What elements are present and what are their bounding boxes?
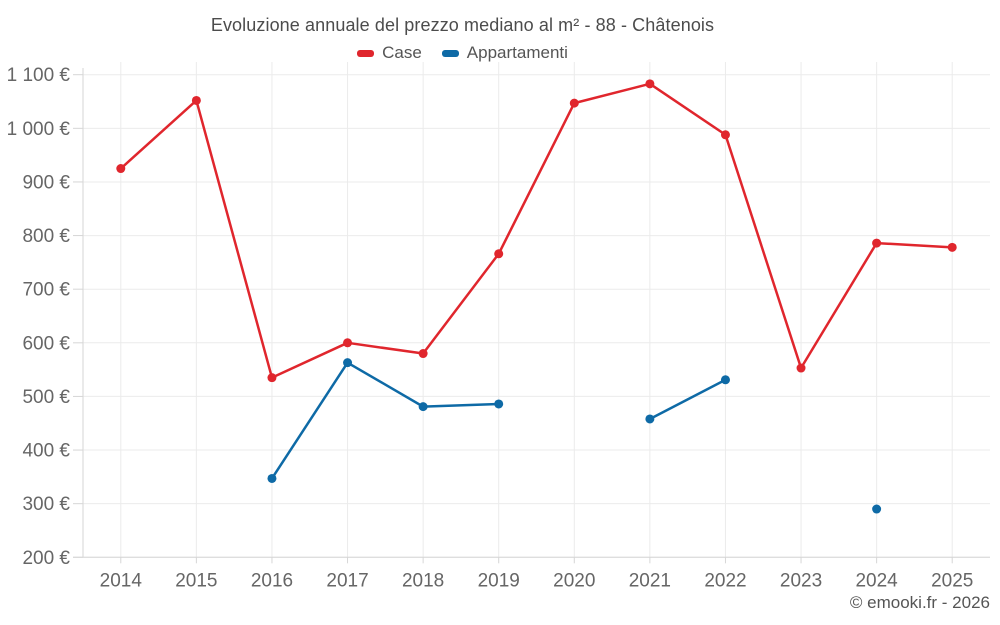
legend-item-appartamenti[interactable]: Appartamenti — [441, 43, 568, 63]
x-tick-label: 2019 — [478, 570, 520, 591]
data-point-case-2018[interactable] — [418, 349, 428, 359]
y-tick-label: 400 € — [22, 441, 70, 462]
data-point-appartamenti-2021[interactable] — [645, 414, 655, 424]
x-tick-label: 2021 — [629, 570, 671, 591]
data-point-case-2025[interactable] — [947, 242, 957, 252]
y-tick-label: 700 € — [22, 280, 70, 301]
data-point-case-2017[interactable] — [343, 338, 353, 348]
data-point-appartamenti-2024[interactable] — [872, 504, 882, 514]
legend-label-case: Case — [382, 43, 422, 62]
series-line-appartamenti — [648, 378, 727, 421]
legend-marker-appartamenti-icon — [441, 49, 459, 57]
x-tick-label: 2025 — [931, 570, 973, 591]
data-point-case-2015[interactable] — [191, 95, 201, 105]
copyright-credit: © emooki.fr - 2026 — [849, 593, 990, 612]
data-point-appartamenti-2022[interactable] — [720, 375, 730, 385]
x-tick-label: 2017 — [326, 570, 368, 591]
legend-marker-case-icon — [357, 49, 375, 57]
series-line-case — [119, 82, 954, 379]
data-point-case-2014[interactable] — [116, 164, 126, 174]
chart-legend: Case Appartamenti — [0, 43, 925, 63]
data-point-case-2021[interactable] — [645, 79, 655, 89]
data-point-appartamenti-2019[interactable] — [494, 399, 504, 409]
data-point-case-2023[interactable] — [796, 363, 806, 373]
y-tick-label: 900 € — [22, 172, 70, 193]
data-point-case-2020[interactable] — [569, 98, 579, 108]
y-tick-label: 1 100 € — [7, 65, 71, 86]
x-tick-label: 2020 — [553, 570, 595, 591]
x-tick-label: 2024 — [855, 570, 898, 591]
data-point-case-2024[interactable] — [872, 238, 882, 248]
data-point-appartamenti-2018[interactable] — [418, 402, 428, 412]
y-tick-label: 300 € — [22, 494, 70, 515]
data-point-appartamenti-2017[interactable] — [343, 358, 353, 368]
x-tick-label: 2016 — [251, 570, 293, 591]
y-tick-label: 600 € — [22, 333, 70, 354]
x-tick-label: 2015 — [175, 570, 217, 591]
y-tick-label: 500 € — [22, 387, 70, 408]
y-tick-label: 200 € — [22, 548, 70, 569]
x-tick-label: 2018 — [402, 570, 444, 591]
data-point-appartamenti-2016[interactable] — [267, 473, 277, 483]
x-tick-label: 2023 — [780, 570, 822, 591]
data-point-case-2022[interactable] — [720, 130, 730, 140]
data-point-case-2016[interactable] — [267, 373, 277, 383]
y-tick-label: 1 000 € — [7, 119, 71, 140]
data-point-case-2019[interactable] — [494, 249, 504, 259]
legend-item-case[interactable]: Case — [357, 43, 422, 63]
series-line-appartamenti — [270, 361, 500, 480]
legend-label-appartamenti: Appartamenti — [466, 43, 568, 62]
x-tick-label: 2014 — [100, 570, 143, 591]
x-tick-label: 2022 — [704, 570, 746, 591]
y-tick-label: 800 € — [22, 226, 70, 247]
